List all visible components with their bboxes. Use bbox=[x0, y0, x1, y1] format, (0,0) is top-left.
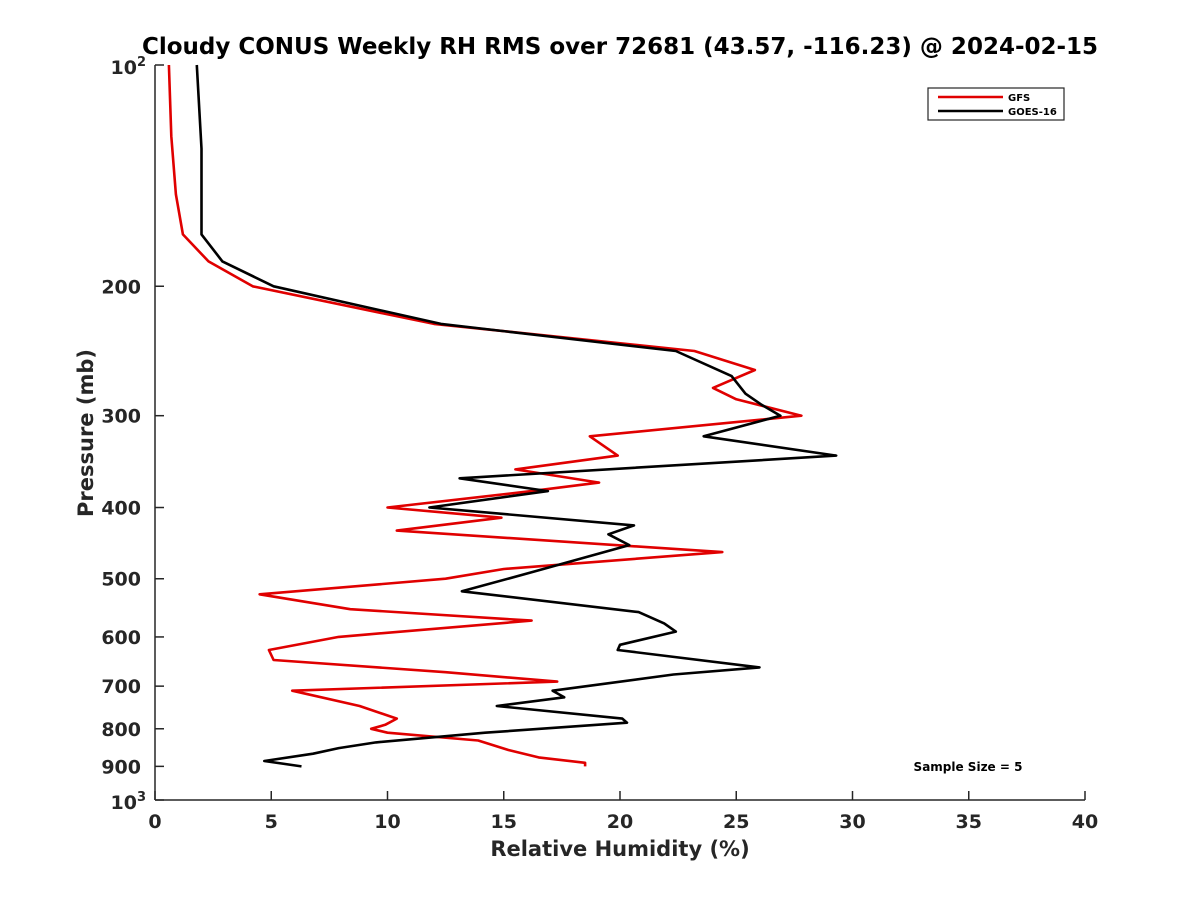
x-tick-label: 10 bbox=[374, 811, 400, 833]
x-axis-ticks: 0 5 10 15 20 25 30 35 40 bbox=[148, 791, 1098, 833]
x-tick-label: 15 bbox=[491, 811, 517, 833]
chart-title: Cloudy CONUS Weekly RH RMS over 72681 (4… bbox=[142, 34, 1098, 60]
x-tick-label: 25 bbox=[723, 811, 749, 833]
y-tick-label: 500 bbox=[101, 569, 141, 591]
y-tick-exp-label: 102 bbox=[111, 55, 147, 79]
x-tick-label: 30 bbox=[839, 811, 865, 833]
y-tick-label: 700 bbox=[101, 676, 141, 698]
series-layer bbox=[167, 64, 838, 768]
y-tick-label: 300 bbox=[101, 406, 141, 428]
y-axis-title: Pressure (mb) bbox=[74, 349, 98, 517]
y-tick-exp-base: 10 bbox=[111, 792, 137, 814]
x-tick-label: 40 bbox=[1072, 811, 1098, 833]
y-tick-label: 800 bbox=[101, 719, 141, 741]
legend: GFS GOES-16 bbox=[927, 87, 1065, 121]
x-tick-label: 20 bbox=[607, 811, 633, 833]
series-line-gfs bbox=[167, 64, 803, 767]
y-tick-exp-label: 103 bbox=[111, 790, 147, 814]
y-tick-exp-power: 2 bbox=[137, 55, 146, 70]
series-line-goes-16 bbox=[195, 64, 838, 768]
x-tick-label: 5 bbox=[265, 811, 278, 833]
y-tick-exp-power: 3 bbox=[137, 790, 146, 805]
legend-label: GOES-16 bbox=[1008, 107, 1057, 118]
x-axis-title: Relative Humidity (%) bbox=[490, 837, 749, 861]
sample-size-annotation: Sample Size = 5 bbox=[914, 760, 1023, 774]
y-tick-exp-base: 10 bbox=[111, 57, 137, 79]
x-tick-label: 0 bbox=[148, 811, 161, 833]
legend-label: GFS bbox=[1008, 93, 1030, 104]
y-tick-label: 600 bbox=[101, 627, 141, 649]
x-tick-label: 35 bbox=[956, 811, 982, 833]
y-tick-label: 900 bbox=[101, 756, 141, 778]
y-tick-label: 400 bbox=[101, 498, 141, 520]
y-tick-label: 200 bbox=[101, 276, 141, 298]
plot-area: 0 5 10 15 20 25 30 35 40 200 300 400 500 600 700 800 90… bbox=[101, 55, 1098, 833]
legend-box bbox=[927, 87, 1065, 121]
